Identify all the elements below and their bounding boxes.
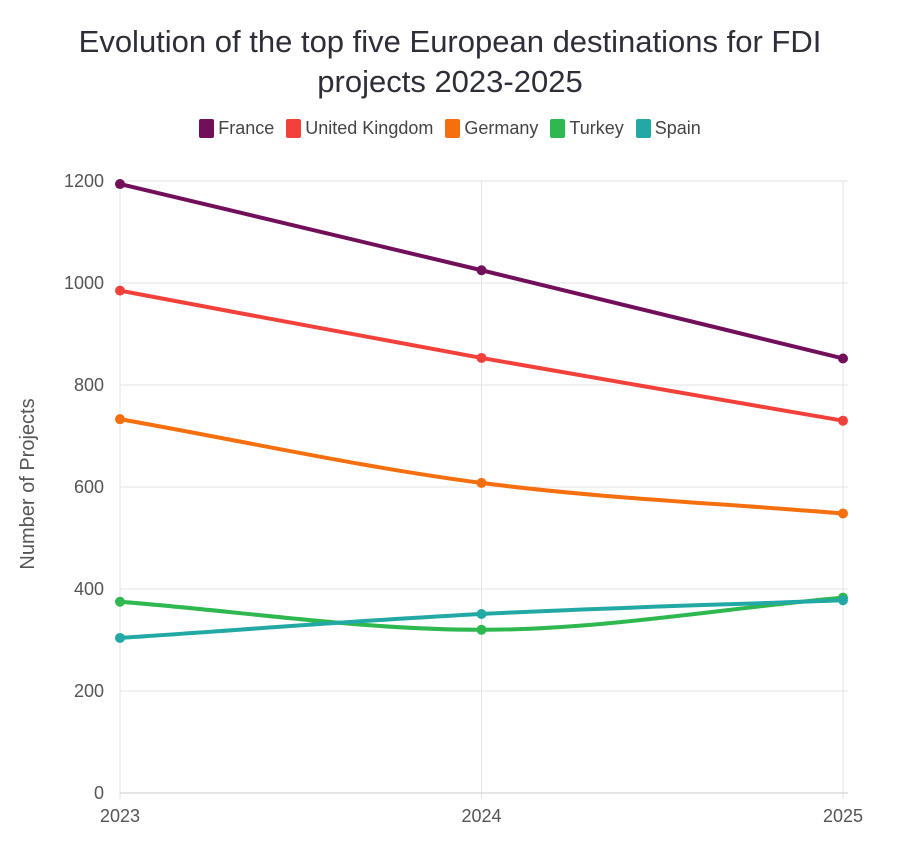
y-tick-label-200: 200 (74, 681, 104, 701)
y-tick-label-0: 0 (94, 783, 104, 803)
legend-item-turkey[interactable]: Turkey (550, 118, 624, 139)
chart-title: Evolution of the top five European desti… (0, 22, 900, 102)
y-tick-label-800: 800 (74, 375, 104, 395)
data-point-united-kingdom-2024[interactable] (476, 352, 487, 363)
x-tick-label-2025: 2025 (823, 806, 863, 826)
y-tick-label-600: 600 (74, 477, 104, 497)
legend-item-united-kingdom[interactable]: United Kingdom (286, 118, 433, 139)
legend-item-germany[interactable]: Germany (445, 118, 538, 139)
y-axis-title: Number of Projects (17, 398, 39, 569)
data-point-germany-2025[interactable] (838, 508, 848, 519)
data-point-united-kingdom-2023[interactable] (115, 285, 125, 296)
series-points (115, 179, 848, 643)
legend-label-france: France (218, 118, 275, 138)
y-tick-label-1200: 1200 (64, 171, 104, 191)
chart-title-line-2: projects 2023-2025 (317, 64, 583, 99)
data-point-germany-2024[interactable] (476, 477, 487, 488)
legend-swatch-spain (635, 119, 651, 138)
y-tick-label-1000: 1000 (64, 273, 104, 293)
legend-item-france[interactable]: France (199, 118, 274, 139)
data-point-turkey-2024[interactable] (476, 624, 487, 635)
legend-label-spain: Spain (654, 118, 701, 138)
data-point-france-2024[interactable] (476, 265, 487, 276)
data-point-spain-2024[interactable] (476, 608, 487, 619)
data-point-turkey-2023[interactable] (115, 596, 125, 607)
data-point-france-2025[interactable] (838, 353, 848, 364)
data-point-spain-2023[interactable] (115, 632, 125, 643)
legend-label-turkey: Turkey (569, 118, 624, 138)
data-point-spain-2025[interactable] (838, 595, 848, 606)
data-point-united-kingdom-2025[interactable] (838, 415, 848, 426)
legend-swatch-germany (445, 119, 461, 138)
legend-label-germany: Germany (464, 118, 539, 138)
legend: France United Kingdom Germany Turkey Spa… (0, 118, 900, 139)
data-point-france-2023[interactable] (115, 179, 125, 190)
legend-item-spain[interactable]: Spain (635, 118, 701, 139)
legend-label-united-kingdom: United Kingdom (305, 118, 434, 138)
axes: 0 200 400 600 800 1000 1200 2023 2024 2025 (64, 171, 863, 826)
x-tick-label-2024: 2024 (461, 806, 501, 826)
y-tick-label-400: 400 (74, 579, 104, 599)
x-tick-label-2023: 2023 (100, 806, 140, 826)
legend-swatch-turkey (550, 119, 566, 138)
legend-swatch-france (199, 119, 215, 138)
chart-title-line-1: Evolution of the top five European desti… (78, 24, 822, 59)
legend-swatch-united-kingdom (286, 119, 302, 138)
data-point-germany-2023[interactable] (115, 414, 125, 425)
